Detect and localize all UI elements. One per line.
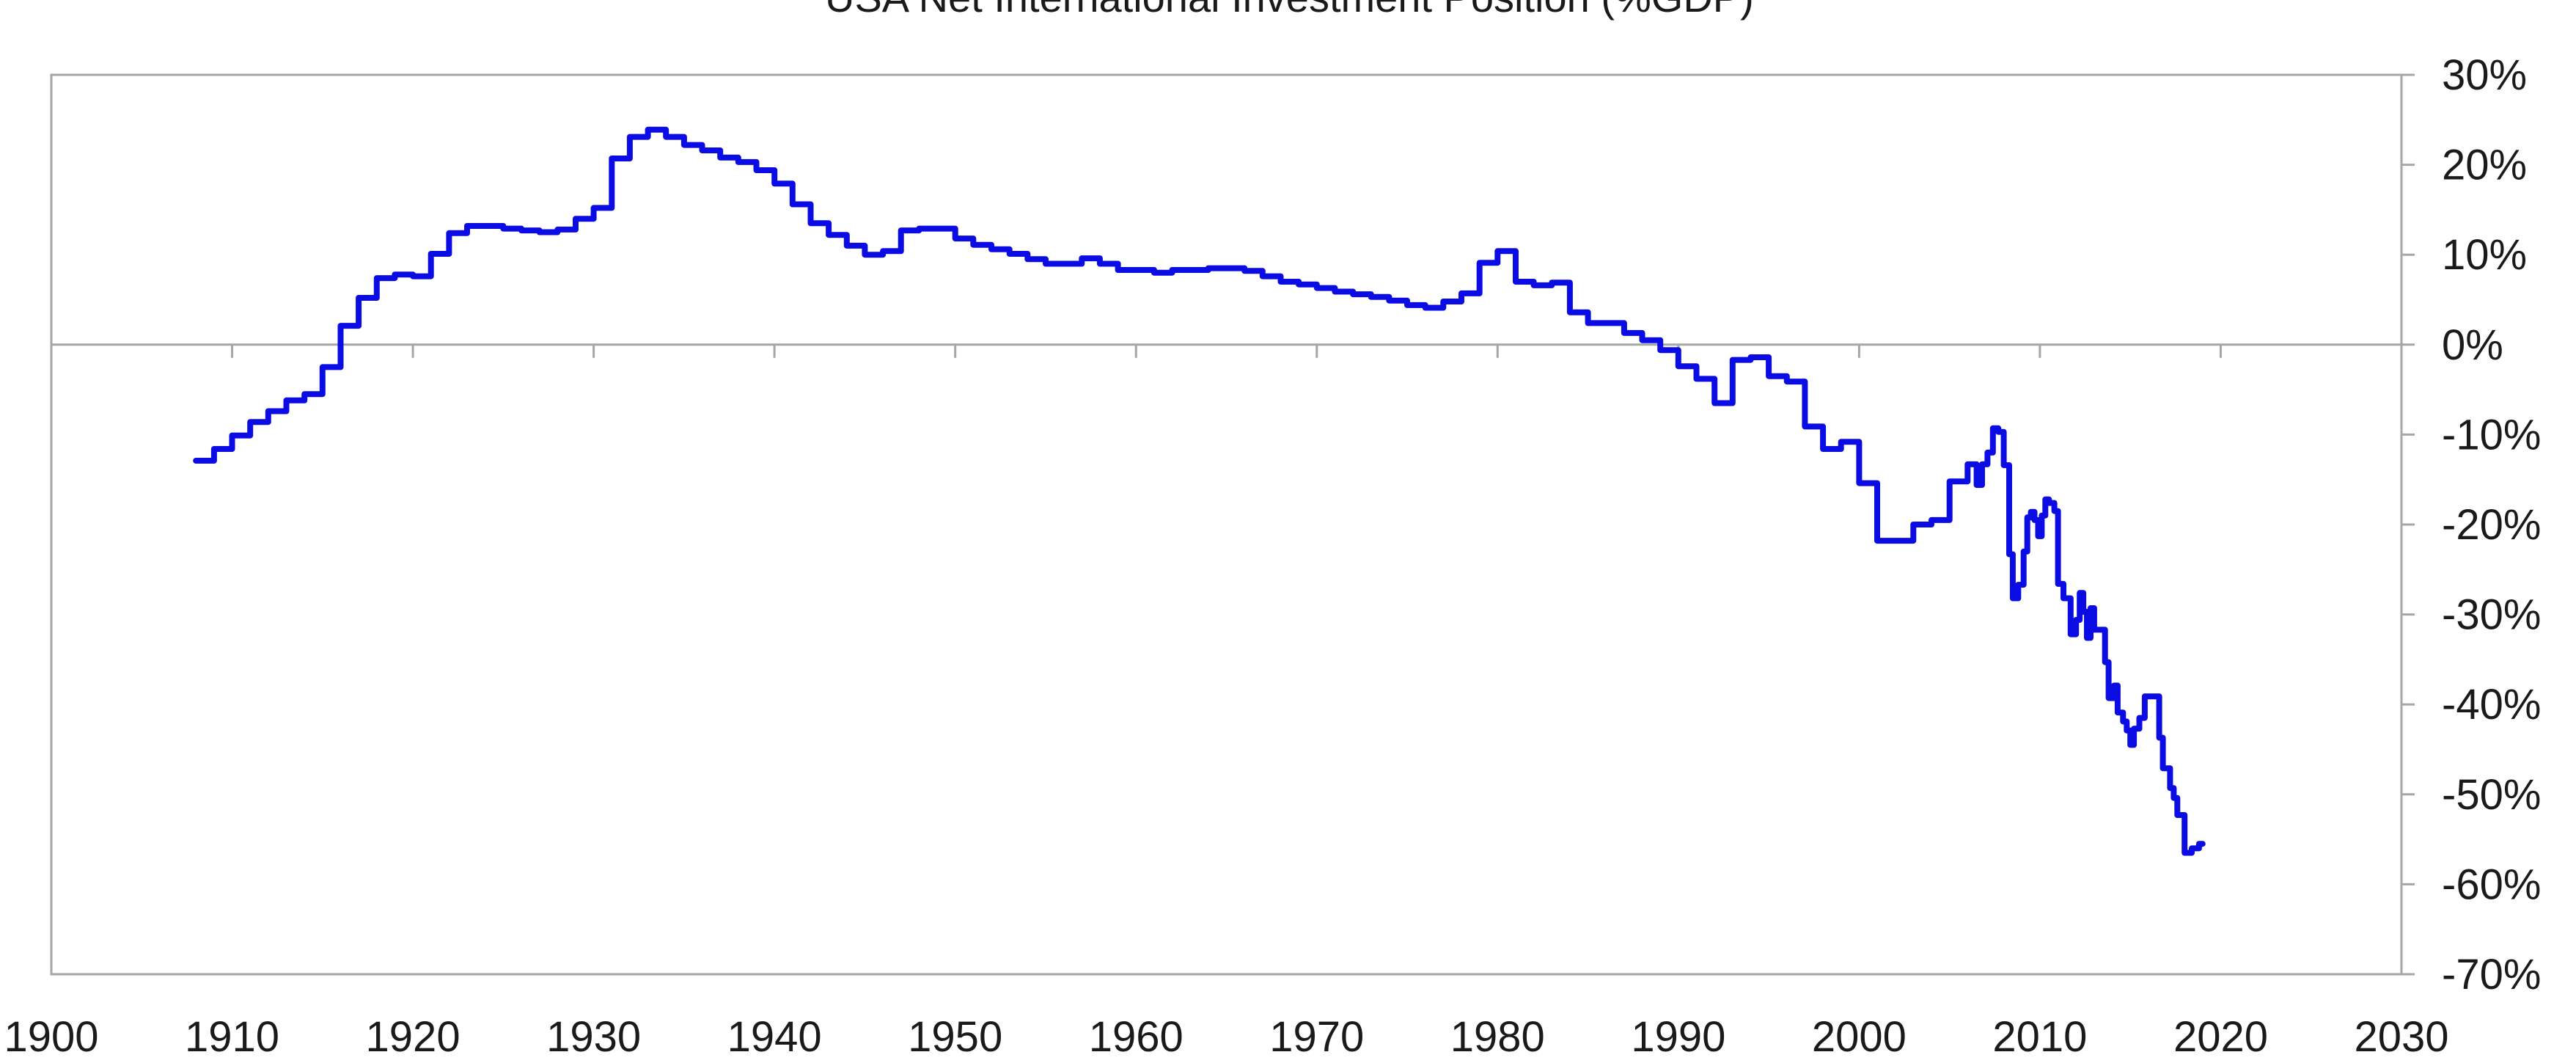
x-tick-label: 2010 [1992,1013,2087,1061]
x-tick-label: 1980 [1450,1013,1545,1061]
x-tick-label: 2030 [2354,1013,2448,1061]
y-tick-label: -10% [2442,411,2541,459]
series-line-usa-niip [193,126,2206,856]
y-tick-label: -30% [2442,591,2541,639]
x-tick-label: 1930 [546,1013,641,1061]
y-axis-labels: 30% 20% 10% 0% -10% -20% -30% -40% -50% -60% -70% [2401,51,2541,998]
x-axis-ticks [231,344,2222,358]
y-tick-label: -70% [2442,951,2541,998]
x-tick-label: 2000 [1812,1013,1907,1061]
y-tick-label: -50% [2442,771,2541,819]
x-axis-labels: 1900 1910 1920 1930 1940 1950 1960 1970 1980 1990… [4,1013,2448,1061]
x-tick-label: 2020 [2173,1013,2268,1061]
x-tick-label: 1960 [1089,1013,1184,1061]
y-tick-label: -40% [2442,681,2541,728]
x-tick-label: 1950 [908,1013,1002,1061]
plot-frame [50,73,2403,976]
x-tick-label: 1920 [366,1013,460,1061]
x-tick-label: 1970 [1269,1013,1364,1061]
x-tick-label: 1910 [185,1013,279,1061]
y-tick-label: 30% [2442,51,2527,99]
x-tick-label: 1990 [1631,1013,1725,1061]
x-tick-label: 1940 [727,1013,822,1061]
x-tick-label: 1900 [4,1013,98,1061]
y-tick-label: -60% [2442,861,2541,908]
legend: USA Net International Investment Positio… [825,0,1754,21]
y-tick-label: 20% [2442,142,2527,189]
y-tick-label: 10% [2442,231,2527,279]
y-tick-label: -20% [2442,501,2541,549]
y-tick-label: 0% [2442,321,2503,369]
legend-label: USA Net International Investment Positio… [825,0,1754,21]
